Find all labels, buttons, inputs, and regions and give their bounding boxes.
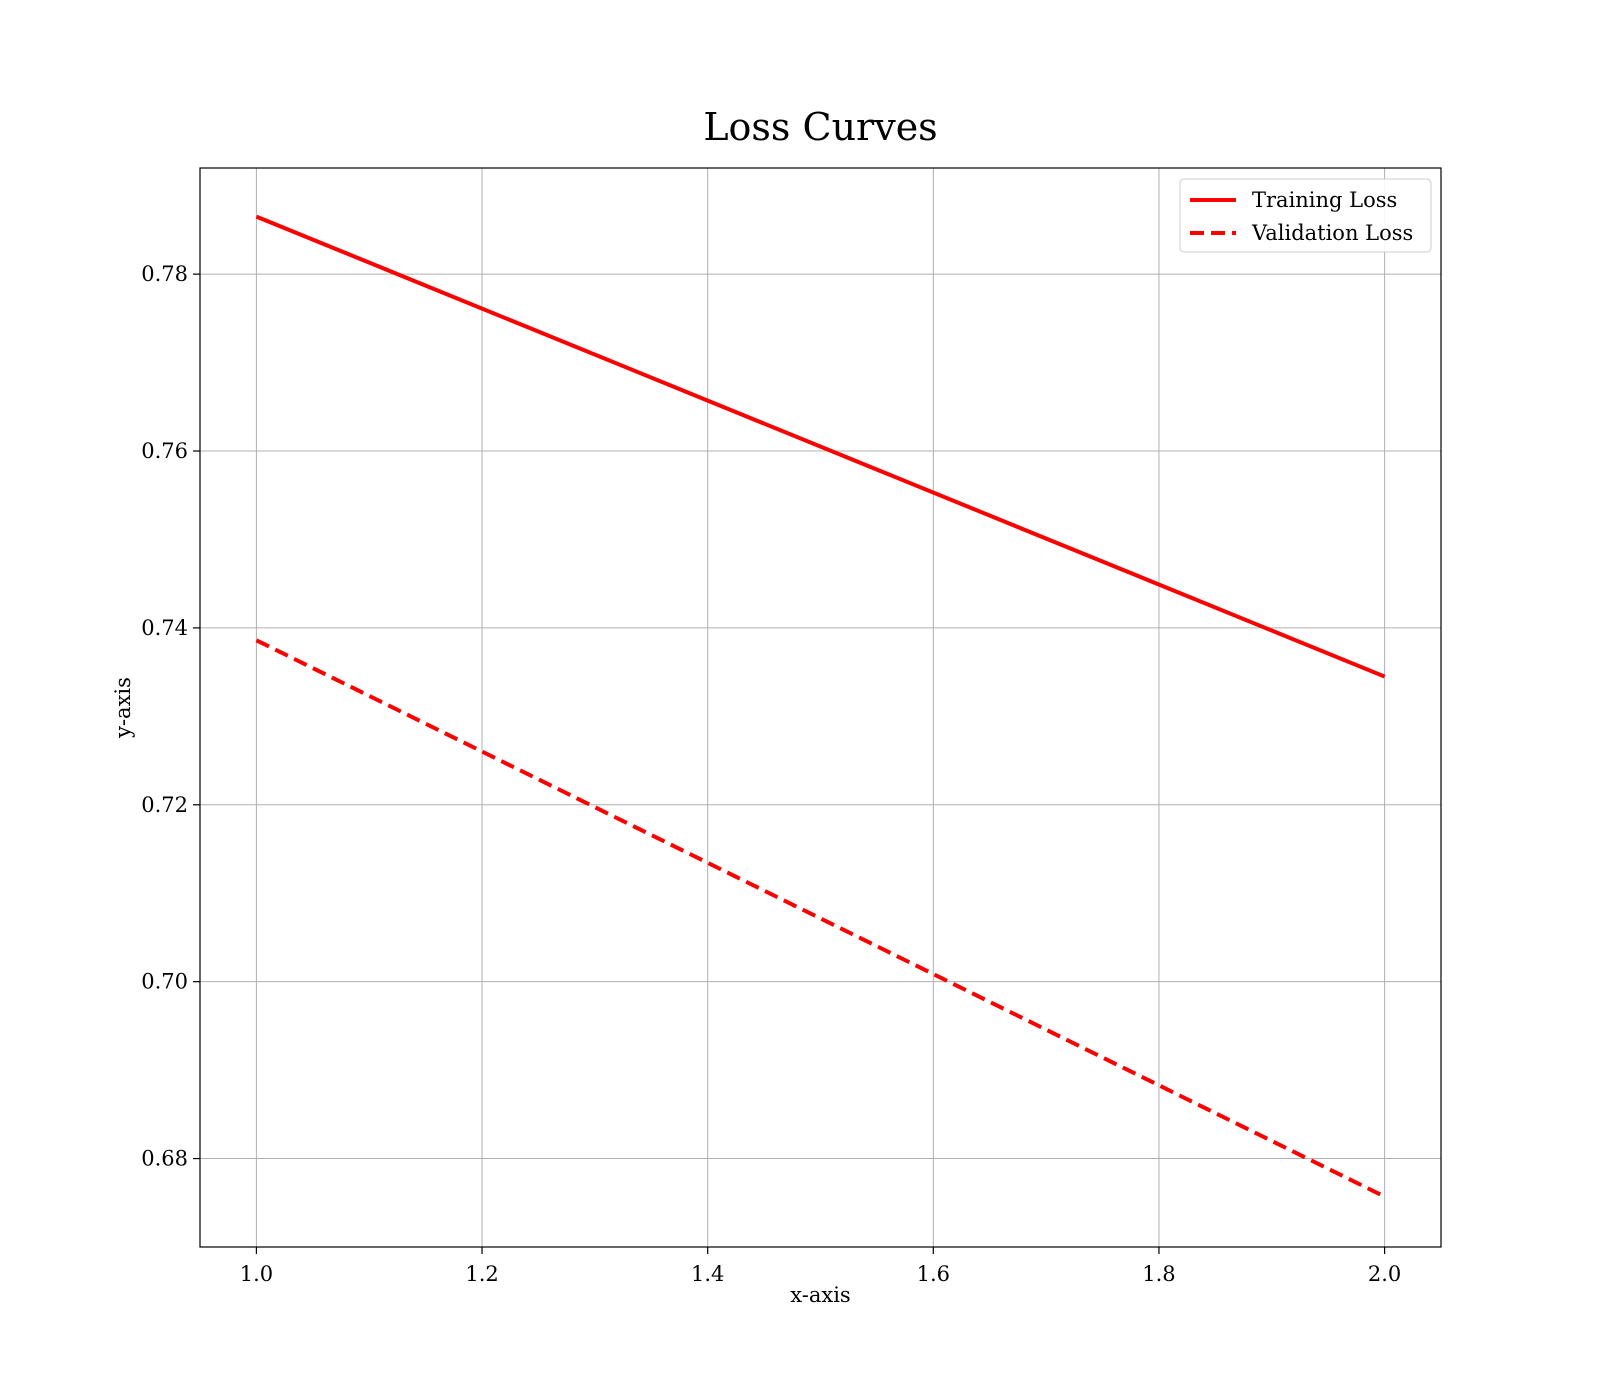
legend: Training Loss Validation Loss xyxy=(1179,178,1432,253)
x-tick-label: 1.0 xyxy=(240,1262,273,1286)
chart-title: Loss Curves xyxy=(703,105,937,149)
x-tick-label: 2.0 xyxy=(1368,1262,1401,1286)
y-axis-label: y-axis xyxy=(111,677,135,739)
legend-box xyxy=(1179,178,1432,253)
x-tick-label: 1.4 xyxy=(691,1262,724,1286)
x-tick-label: 1.2 xyxy=(465,1262,498,1286)
y-tick-label: 0.70 xyxy=(141,970,188,994)
y-tick-label: 0.68 xyxy=(141,1147,188,1171)
y-tick-label: 0.78 xyxy=(141,262,188,286)
plot-frame xyxy=(199,167,1442,1248)
grid xyxy=(200,168,1441,1247)
series-line-1 xyxy=(255,214,1386,679)
x-tick-label: 1.8 xyxy=(1142,1262,1175,1286)
y-tick-label: 0.76 xyxy=(141,439,188,463)
y-tick-label: 0.74 xyxy=(141,616,188,640)
series-layer xyxy=(255,214,1386,1199)
y-axis-ticks: 0.68 0.70 0.72 0.74 0.76 0.78 xyxy=(141,262,200,1171)
x-axis-ticks: 1.0 1.2 1.4 1.6 1.8 2.0 xyxy=(240,1247,1401,1286)
x-axis-label: x-axis xyxy=(790,1283,850,1307)
legend-label: Training Loss xyxy=(1252,188,1397,212)
y-tick-label: 0.72 xyxy=(141,793,188,817)
legend-label: Validation Loss xyxy=(1251,221,1413,245)
x-tick-label: 1.6 xyxy=(917,1262,950,1286)
